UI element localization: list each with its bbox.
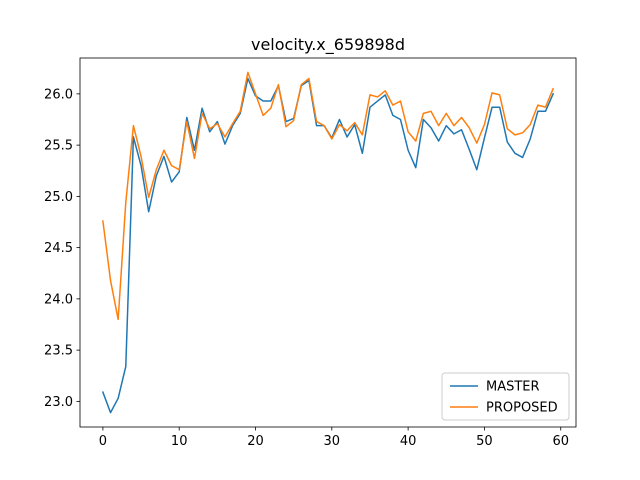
series-layer	[101, 71, 555, 414]
x-tick-label: 20	[247, 434, 264, 449]
y-tick-label: 25.5	[44, 139, 73, 154]
y-tick-label: 24.0	[44, 292, 73, 307]
x-tick-label: 30	[324, 434, 341, 449]
y-tick-label: 23.5	[44, 344, 73, 359]
x-tick-label: 50	[476, 434, 493, 449]
legend-label-master: MASTER	[486, 380, 540, 395]
legend: MASTER PROPOSED	[441, 372, 570, 421]
chart-title: velocity.x_659898d	[251, 35, 405, 55]
y-tick-label: 24.5	[44, 241, 73, 256]
x-tick-label: 60	[552, 434, 569, 449]
axes-layer: 0 10 20 30 40 50 60 23.0 23.5 24.0 24.5 25.0 25.5 26.…	[44, 57, 577, 449]
x-tick-label: 0	[99, 434, 107, 449]
series-line-proposed	[102, 71, 555, 321]
legend-label-proposed: PROPOSED	[486, 401, 558, 416]
y-tick-label: 25.0	[44, 190, 73, 205]
legend-box	[441, 372, 570, 421]
y-tick-label: 23.0	[44, 395, 73, 410]
x-tick-label: 10	[171, 434, 188, 449]
axes-frame	[79, 57, 577, 428]
y-tick-label: 26.0	[44, 87, 73, 102]
x-tick-label: 40	[400, 434, 417, 449]
